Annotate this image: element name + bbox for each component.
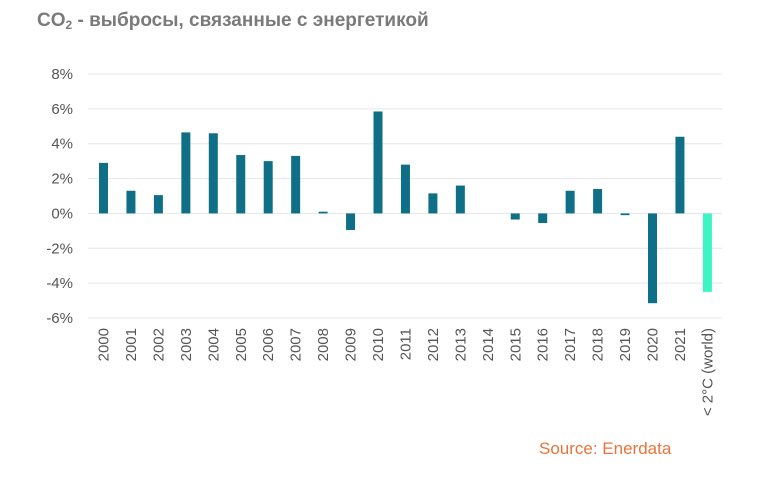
x-tick-label: 2009 [343,328,360,361]
x-tick-label: 2013 [452,328,469,361]
y-tick-label: -2% [46,240,73,257]
bar [428,193,438,214]
bar [318,211,328,214]
x-tick-label: 2019 [617,328,634,361]
bar [236,155,246,214]
bar [153,195,163,214]
bar [565,190,575,214]
bar [702,213,712,292]
x-tick-label: 2014 [480,328,497,361]
bar [346,213,356,230]
bar [291,155,301,214]
x-tick-label: 2012 [425,328,442,361]
x-tick-label: 2020 [645,328,662,361]
bar [99,162,108,214]
bar [455,185,465,214]
bar [126,190,136,214]
y-tick-label: 6% [51,101,73,118]
title-co: CO [37,10,66,31]
bar [620,213,630,216]
x-tick-label: 2021 [672,328,689,361]
y-tick-label: -6% [46,310,73,327]
title-subscript: 2 [65,18,73,32]
source-label: Source: Enerdata [539,439,672,458]
x-tick-label: 2006 [260,328,277,361]
x-tick-label: 2007 [288,328,305,361]
x-tick-label: 2010 [370,328,387,361]
y-tick-label: 4% [51,136,73,153]
x-tick-label: 2008 [315,328,332,361]
x-tick-label: 2005 [233,328,250,361]
bar [648,213,657,304]
bar [400,164,410,214]
title-rest: - выбросы, связанные с энергетикой [72,10,429,31]
x-tick-label: 2004 [205,328,222,361]
bar [208,133,218,214]
chart-title: CO2 - выбросы, связанные с энергетикой [37,10,429,32]
x-tick-label: 2018 [590,328,607,361]
bar [675,136,685,214]
x-tick-label: 2001 [123,328,140,361]
bar [181,132,191,214]
y-tick-label: 2% [51,171,73,188]
x-tick-label: 2000 [96,328,113,361]
x-tick-label: 2003 [178,328,195,361]
y-tick-label: -4% [46,275,73,292]
y-tick-label: 0% [51,205,73,222]
x-tick-label: < 2°C (world) [699,328,716,416]
bar [538,213,548,224]
x-tick-label: 2002 [150,328,167,361]
bar [373,111,383,214]
x-tick-label: 2016 [535,328,552,361]
x-tick-label: 2015 [507,328,524,361]
y-tick-label: 8% [51,66,73,83]
bar [510,213,520,220]
x-tick-label: 2011 [397,328,414,360]
bar [593,189,603,214]
bar [263,161,273,214]
x-tick-label: 2017 [562,328,579,361]
